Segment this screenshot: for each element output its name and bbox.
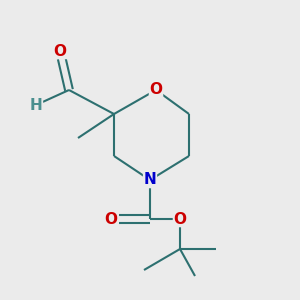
Text: O: O <box>149 82 163 98</box>
Text: N: N <box>144 172 156 188</box>
Text: O: O <box>104 212 118 226</box>
Text: O: O <box>53 44 67 59</box>
Text: H: H <box>30 98 42 112</box>
Text: O: O <box>173 212 187 226</box>
